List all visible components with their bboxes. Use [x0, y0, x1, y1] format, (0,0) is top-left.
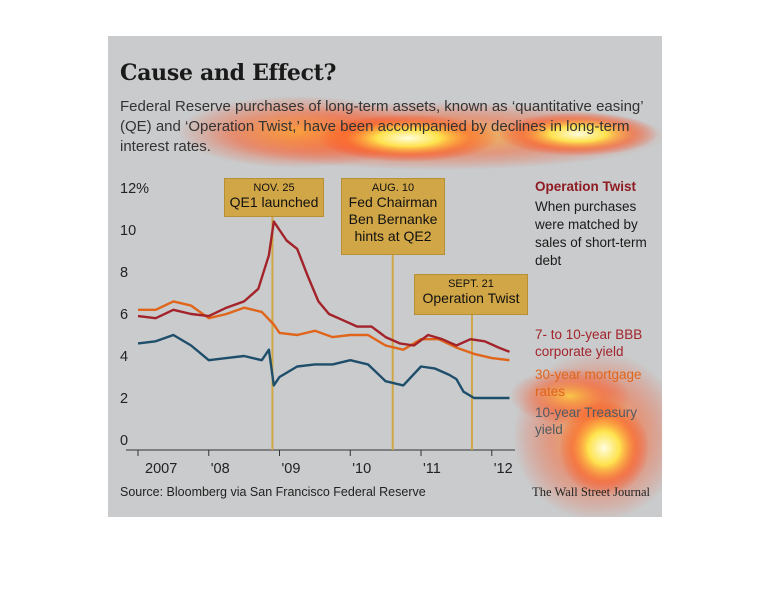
callout-twist-date: SEPT. 21: [448, 278, 494, 290]
mortgage-rate-line: [138, 300, 510, 362]
callout-twist-label: Operation Twist: [422, 290, 520, 306]
x-tick-label: '11: [423, 461, 441, 477]
x-tick-label: '08: [211, 461, 230, 477]
treasury-yield-line: [137, 333, 510, 400]
callout-qe2: AUG. 10 Fed Chairman Ben Bernanke hints …: [341, 178, 445, 255]
y-tick-label: 6: [120, 307, 128, 323]
y-tick-label: 0: [120, 433, 128, 449]
x-tick-label: 2007: [145, 461, 177, 477]
y-tick-label: 10: [120, 223, 136, 239]
legend-mortgage: 30-year mortgage rates: [535, 367, 642, 399]
y-tick-label: 8: [120, 265, 128, 281]
source-note: Source: Bloomberg via San Francisco Fede…: [120, 485, 426, 499]
callout-qe1-date: NOV. 25: [253, 182, 295, 194]
chart-card: Cause and Effect? Federal Reserve purcha…: [108, 36, 662, 517]
chart-title: Cause and Effect?: [120, 60, 337, 86]
callout-qe1: NOV. 25 QE1 launched: [224, 178, 324, 217]
chart-subtitle: Federal Reserve purchases of long-term a…: [120, 98, 644, 155]
corporate-yield-line: [137, 220, 510, 353]
x-tick-label: '10: [352, 461, 371, 477]
callout-qe2-date: AUG. 10: [371, 182, 415, 194]
callout-qe1-label: QE1 launched: [229, 194, 319, 210]
legend-treasury: 10-year Treasury yield: [535, 405, 638, 437]
publisher-credit: The Wall Street Journal: [532, 485, 650, 499]
y-tick-label: 2: [120, 391, 128, 407]
operation-twist-note-title: Operation Twist: [535, 179, 637, 194]
callout-twist: SEPT. 21 Operation Twist: [414, 274, 528, 315]
legend-corporate: 7- to 10-year BBB corporate yield: [535, 327, 643, 359]
x-tick-label: '09: [282, 461, 301, 477]
y-tick-label: 4: [120, 349, 128, 365]
y-tick-label: 12%: [120, 181, 149, 197]
callout-qe2-label: Fed Chairman Ben Bernanke hints at QE2: [348, 194, 438, 244]
x-tick-label: '12: [494, 461, 513, 477]
operation-twist-note-body: When purchases were matched by sales of …: [535, 199, 647, 268]
line-chart: 2007 '08 '09 '10 '11 '12 0 2 4 6 8 10 12%: [120, 179, 515, 477]
